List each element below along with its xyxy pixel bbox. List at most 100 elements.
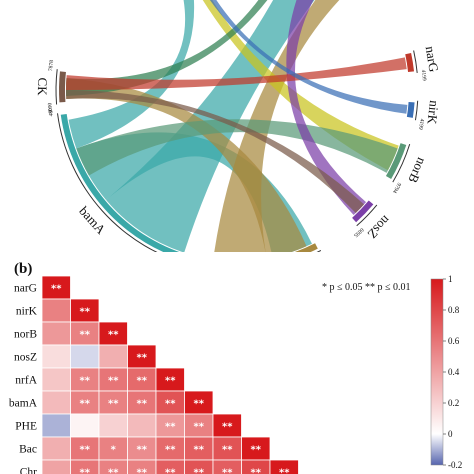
ribbon-narG-CK xyxy=(66,57,407,90)
significance-nirK-1: ** xyxy=(80,307,91,318)
ribbon-bamA-nrfA xyxy=(76,132,312,252)
sector-CK xyxy=(59,71,66,103)
ribbon-nosZ-OD xyxy=(286,0,367,216)
row-label-narG: narG xyxy=(14,283,37,295)
row-label-nosZ: nosZ xyxy=(14,352,37,364)
sector-max-CK: 7878 xyxy=(48,60,55,72)
row-label-nrfA: nrfA xyxy=(15,375,37,387)
significance-bamA-2: ** xyxy=(108,399,119,410)
colorbar-label-0: 0 xyxy=(448,429,453,439)
sector-start-nrfA_left: 0 xyxy=(325,250,331,257)
significance-nosZ-3: ** xyxy=(137,353,148,364)
heat-cell-norB-0 xyxy=(41,321,71,346)
significance-legend: * p ≤ 0.05 ** p ≤ 0.01 xyxy=(322,282,410,293)
sector-axis-norB xyxy=(392,143,411,183)
ribbon-D-norB xyxy=(202,0,399,171)
sector-max-nrfA: 24140 xyxy=(192,269,207,277)
ribbon-norB-bamA xyxy=(76,119,398,176)
sector-label-nirK: nirK xyxy=(424,100,442,126)
sector-nrfA xyxy=(294,243,318,252)
colorbar-label-0.6: 0.6 xyxy=(448,336,460,346)
sector-nirK xyxy=(406,101,415,118)
sector-norB xyxy=(385,143,407,179)
colorbar-label-0.8: 0.8 xyxy=(448,305,460,315)
row-label-norB: norB xyxy=(14,329,37,341)
sector-axis-nrfA xyxy=(316,249,322,252)
sector-max-nosZ: 6895 xyxy=(352,226,364,238)
chord-diagram: DOD18236narG4199nirK4199norB9794nosZ6895… xyxy=(35,0,442,295)
significance-Bac-6: ** xyxy=(222,445,233,456)
significance-bamA-3: ** xyxy=(137,399,148,410)
significance-bamA-5: ** xyxy=(194,399,205,410)
ribbon-CK-nosZ xyxy=(66,90,365,214)
significance-Bac-2: * xyxy=(111,445,117,456)
significance-Bac-7: ** xyxy=(251,445,262,456)
heat-cell-Bac-0 xyxy=(41,436,71,461)
sector-label-nosZ: nosZ xyxy=(365,213,394,242)
significance-PHE-6: ** xyxy=(222,422,233,433)
significance-Chr-6: ** xyxy=(222,468,233,474)
significance-nrfA-4: ** xyxy=(165,376,176,387)
significance-Bac-3: ** xyxy=(137,445,148,456)
row-label-bamA: bamA xyxy=(9,398,38,410)
sector-nosZ xyxy=(352,200,374,223)
colorbar-label--0.2: -0.2 xyxy=(448,460,462,470)
sector-max-nirK: 4199 xyxy=(417,118,425,130)
sector-axis-nirK xyxy=(414,100,419,121)
significance-Chr-5: ** xyxy=(194,468,205,474)
row-label-nirK: nirK xyxy=(16,306,38,318)
significance-PHE-5: ** xyxy=(194,422,205,433)
correlation-heatmap: (b)narG **nirK **norB ** **nosZ **nrfA ** ** ** *… xyxy=(9,261,462,474)
significance-narG-0: ** xyxy=(51,284,62,295)
significance-Chr-4: ** xyxy=(165,468,176,474)
significance-PHE-4: ** xyxy=(165,422,176,433)
significance-Chr-2: ** xyxy=(108,468,119,474)
colorbar-label-1: 1 xyxy=(448,274,453,284)
sector-axis-CK xyxy=(55,69,58,105)
sector-narG xyxy=(405,52,415,73)
significance-nrfA-3: ** xyxy=(137,376,148,387)
heat-cell-PHE-0 xyxy=(41,413,71,438)
significance-norB-2: ** xyxy=(108,330,119,341)
row-label-Bac: Bac xyxy=(19,444,37,456)
sector-max-norB: 9794 xyxy=(391,181,402,194)
heat-cell-nosZ-0 xyxy=(41,344,71,369)
significance-nrfA-1: ** xyxy=(80,376,91,387)
heat-cell-PHE-2 xyxy=(98,413,128,438)
sector-max-narG: 4199 xyxy=(420,70,427,82)
significance-bamA-4: ** xyxy=(165,399,176,410)
heat-cell-nrfA-0 xyxy=(41,367,71,392)
colorbar-label-0.2: 0.2 xyxy=(448,398,459,408)
panel-label-b: (b) xyxy=(14,261,32,277)
significance-norB-1: ** xyxy=(80,330,91,341)
row-label-PHE: PHE xyxy=(15,421,37,433)
significance-Chr-7: ** xyxy=(251,468,262,474)
colorbar-label-0.4: 0.4 xyxy=(448,367,460,377)
heat-cell-PHE-1 xyxy=(70,413,100,438)
sector-label-nrfA: nrfA xyxy=(252,276,279,295)
sector-start-CK_top: 0 xyxy=(48,108,54,112)
heat-cell-nosZ-1 xyxy=(70,344,100,369)
sector-label-narG: narG xyxy=(423,45,442,73)
heat-cell-nirK-0 xyxy=(41,298,71,323)
heat-cell-Chr-8 xyxy=(269,459,299,474)
significance-Chr-1: ** xyxy=(80,468,91,474)
heat-cell-Chr-0 xyxy=(41,459,71,474)
significance-Chr-8: ** xyxy=(279,468,290,474)
colorbar xyxy=(430,278,444,466)
significance-Bac-1: ** xyxy=(80,445,91,456)
heat-cell-PHE-3 xyxy=(127,413,157,438)
significance-nrfA-2: ** xyxy=(108,376,119,387)
significance-Bac-5: ** xyxy=(194,445,205,456)
heat-cell-bamA-0 xyxy=(41,390,71,415)
significance-bamA-1: ** xyxy=(80,399,91,410)
sector-label-norB: norB xyxy=(405,155,429,185)
row-label-Chr: Chr xyxy=(20,467,37,474)
sector-axis-nosZ xyxy=(356,204,378,227)
sector-start-bamA_top: 48090 xyxy=(47,102,54,117)
sector-axis-narG xyxy=(413,50,418,74)
heat-cell-nosZ-2 xyxy=(98,344,128,369)
significance-Chr-3: ** xyxy=(137,468,148,474)
significance-Bac-4: ** xyxy=(165,445,176,456)
